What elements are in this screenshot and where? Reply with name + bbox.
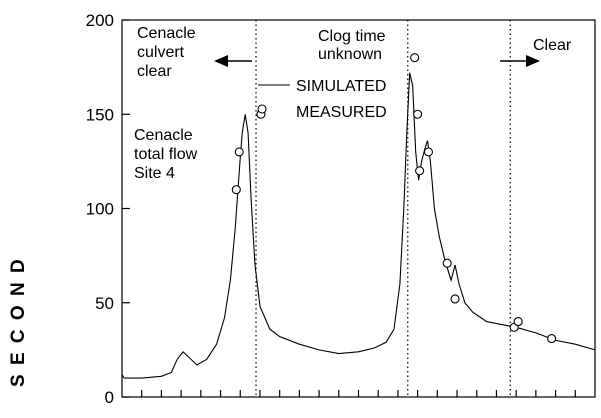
divider-lines-layer — [255, 20, 511, 397]
right-arrow-head — [526, 55, 540, 67]
measured-point — [413, 109, 423, 119]
legend-circle-marker — [257, 104, 267, 114]
annotation-clear-line: Clear — [533, 37, 572, 54]
annotation-clog-time-line: Clog time — [318, 28, 386, 45]
measured-point — [415, 166, 425, 176]
legend-label-simulated: SIMULATED — [296, 78, 386, 95]
measured-point — [442, 258, 452, 268]
annotation-total-flow-line: Cenacle — [134, 127, 193, 144]
annotation-clog-time-line: unknown — [318, 46, 382, 63]
annotation-total-flow-line: Site 4 — [134, 165, 175, 182]
measured-point — [410, 53, 420, 63]
y-axis-label: S E C O N D — [8, 257, 29, 387]
y-tick-label: 150 — [86, 105, 114, 124]
measured-point — [547, 334, 557, 344]
annotation-culvert-clear-line: Cenacle — [137, 25, 196, 42]
measured-point — [423, 147, 434, 157]
annotation-total-flow-line: total flow — [134, 146, 198, 163]
y-tick-label: 50 — [95, 294, 114, 313]
y-tick-label: 100 — [86, 200, 114, 219]
measured-point — [234, 147, 244, 157]
series-layer — [121, 53, 596, 379]
left-arrow-head — [214, 55, 228, 67]
legend-label-measured: MEASURED — [296, 104, 387, 121]
annotation-culvert-clear-line: clear — [137, 63, 172, 80]
y-tick-label: 0 — [105, 388, 114, 407]
plot-frame — [121, 19, 596, 398]
annotation-culvert-clear-line: culvert — [137, 44, 185, 61]
legend-layer: SIMULATED MEASURED — [257, 78, 387, 121]
simulated-series-line — [121, 72, 596, 379]
axes-layer: 0 50 100 150 200 S E C O N D — [8, 11, 596, 407]
measured-point — [231, 185, 241, 195]
measured-point — [450, 294, 460, 304]
y-tick-label: 200 — [86, 11, 114, 30]
measured-point — [513, 317, 523, 327]
